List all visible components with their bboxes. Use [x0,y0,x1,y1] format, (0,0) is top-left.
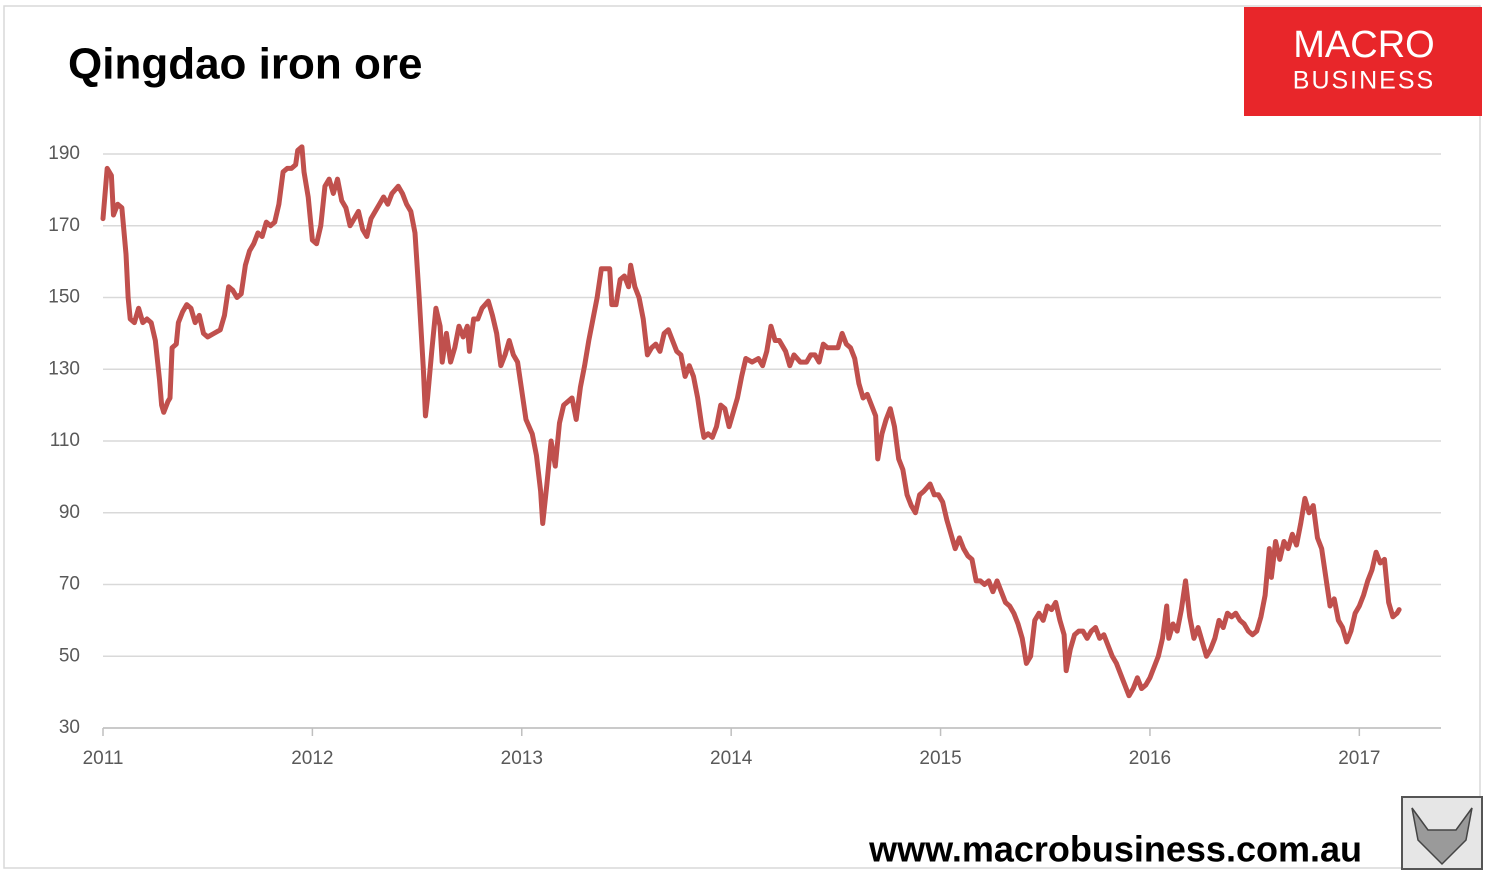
x-tick-label: 2015 [919,748,961,769]
y-tick-label: 150 [48,287,80,308]
y-tick-label: 30 [59,717,80,738]
logo-bottom: BUSINESS [1293,67,1435,95]
footer-url: www.macrobusiness.com.au [868,829,1362,870]
y-tick-label: 110 [50,430,80,451]
logo-box [1244,7,1482,116]
x-tick-label: 2017 [1338,748,1380,769]
x-tick-label: 2014 [710,748,753,769]
logo-top: MACRO [1293,24,1434,66]
y-tick-label: 50 [59,645,80,666]
x-tick-label: 2013 [501,748,543,769]
chart-title: Qingdao iron ore [68,40,422,89]
y-tick-label: 170 [48,215,80,236]
chart-border [3,5,1481,869]
fox-face [1411,807,1473,866]
series-line [100,144,1402,699]
y-tick-label: 130 [48,358,80,379]
y-tick-label: 70 [59,574,80,595]
x-tick-label: 2016 [1129,748,1171,769]
y-tick-label: 90 [59,502,80,523]
x-tick-label: 2011 [83,748,124,769]
y-tick-label: 190 [48,143,80,164]
x-tick-label: 2012 [291,748,333,769]
